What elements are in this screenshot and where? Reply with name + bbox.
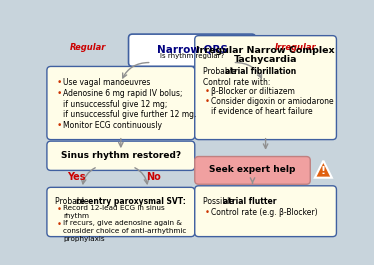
Text: Use vagal manoeuvres: Use vagal manoeuvres: [63, 78, 150, 87]
Text: Seek expert help: Seek expert help: [209, 165, 296, 174]
Text: Monitor ECG continuously: Monitor ECG continuously: [63, 121, 162, 130]
FancyBboxPatch shape: [47, 187, 195, 237]
FancyBboxPatch shape: [195, 186, 337, 237]
Text: prophylaxis: prophylaxis: [63, 236, 105, 242]
Text: Control rate with:: Control rate with:: [203, 78, 271, 87]
Text: if unsuccessful give 12 mg;: if unsuccessful give 12 mg;: [63, 100, 168, 109]
Text: if evidence of heart failure: if evidence of heart failure: [211, 107, 313, 116]
Text: •: •: [57, 78, 62, 87]
Text: If recurs, give adenosine again &: If recurs, give adenosine again &: [63, 220, 182, 227]
FancyBboxPatch shape: [47, 67, 195, 140]
Text: if unsuccessful give further 12 mg.: if unsuccessful give further 12 mg.: [63, 110, 196, 119]
Text: Possible: Possible: [203, 197, 237, 206]
FancyBboxPatch shape: [129, 34, 255, 67]
Polygon shape: [315, 161, 332, 178]
Text: •: •: [57, 121, 62, 130]
Text: •: •: [205, 208, 210, 217]
Text: rhythm: rhythm: [63, 213, 89, 219]
Text: atrial flutter: atrial flutter: [223, 197, 277, 206]
Text: β-Blocker or diltiazem: β-Blocker or diltiazem: [211, 87, 295, 96]
FancyBboxPatch shape: [195, 36, 337, 140]
Text: Yes: Yes: [67, 172, 85, 182]
FancyBboxPatch shape: [195, 157, 310, 184]
Text: Tachycardia: Tachycardia: [234, 55, 297, 64]
Text: Irregular: Irregular: [275, 43, 316, 52]
Text: •: •: [205, 97, 210, 106]
Text: Irregular Narrow Complex: Irregular Narrow Complex: [196, 46, 335, 55]
Text: consider choice of anti-arrhythmic: consider choice of anti-arrhythmic: [63, 228, 187, 234]
Text: No: No: [147, 172, 161, 182]
Text: Adenosine 6 mg rapid IV bolus;: Adenosine 6 mg rapid IV bolus;: [63, 89, 183, 98]
Text: re-entry paroxysmal SVT:: re-entry paroxysmal SVT:: [76, 197, 186, 206]
Text: Control rate (e.g. β-Blocker): Control rate (e.g. β-Blocker): [211, 208, 318, 217]
Text: •: •: [57, 220, 62, 229]
Text: Sinus rhythm restored?: Sinus rhythm restored?: [61, 151, 181, 160]
Text: atrial fibrillation: atrial fibrillation: [225, 67, 296, 76]
FancyBboxPatch shape: [47, 141, 195, 170]
Text: Regular: Regular: [70, 43, 106, 52]
Text: •: •: [57, 89, 62, 98]
Text: Probable: Probable: [203, 67, 239, 76]
Text: Is rhythm regular?: Is rhythm regular?: [160, 53, 224, 59]
Text: •: •: [57, 205, 62, 214]
Text: Record 12-lead ECG in sinus: Record 12-lead ECG in sinus: [63, 205, 165, 211]
Text: •: •: [205, 87, 210, 96]
Text: Consider digoxin or amiodarone: Consider digoxin or amiodarone: [211, 97, 334, 106]
Text: !: !: [321, 166, 326, 176]
Text: Narrow QRS: Narrow QRS: [157, 44, 227, 54]
Text: Probable: Probable: [55, 197, 91, 206]
